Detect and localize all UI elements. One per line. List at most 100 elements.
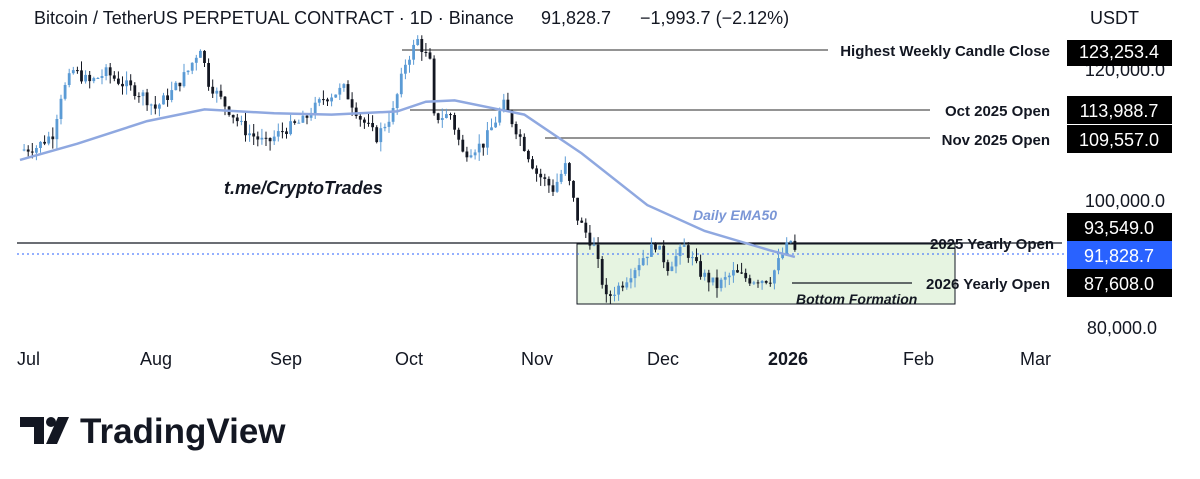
candle-body [732, 270, 735, 276]
candle-body [555, 181, 559, 192]
candle-body [371, 123, 374, 128]
time-label-nov: Nov [521, 349, 553, 369]
candle-body [510, 110, 514, 125]
candle-body [363, 119, 366, 123]
time-label-oct: Oct [395, 349, 423, 369]
candle-body [375, 127, 379, 143]
candle-body [522, 136, 526, 151]
candle-body [47, 136, 51, 144]
candle-body [596, 244, 600, 259]
candle-body [793, 240, 797, 250]
candle-body [785, 242, 789, 254]
candle-body [63, 85, 67, 99]
candle-body [256, 136, 260, 140]
candle-body [174, 82, 178, 91]
candle-body [55, 119, 59, 140]
candle-body [215, 90, 219, 94]
candle-body [563, 163, 567, 174]
candle-body [203, 50, 206, 63]
candle-body [207, 63, 210, 87]
candle-body [223, 96, 227, 107]
candle-body [436, 113, 440, 120]
candle-body [703, 272, 707, 277]
candle-body [125, 80, 128, 87]
candle-body [211, 86, 215, 94]
candle-body [322, 99, 325, 101]
badge-highest-weekly-value: 123,253.4 [1079, 42, 1159, 62]
candle-body [457, 129, 461, 140]
candle-body [121, 83, 124, 87]
candle-body [551, 185, 555, 192]
candle-body [691, 257, 694, 259]
candle-body [387, 121, 391, 127]
candle-body [30, 151, 34, 153]
price-tick-80000: 80,000.0 [1087, 318, 1157, 338]
candle-body [633, 270, 637, 279]
badge-2026-yearly-open [1067, 269, 1172, 297]
chart-title: Bitcoin / TetherUS PERPETUAL CONTRACT · … [34, 8, 514, 28]
candle-body [699, 261, 702, 277]
candle-body [715, 277, 719, 289]
badge-nov-open [1067, 125, 1172, 153]
candle-body [71, 70, 75, 74]
candle-body [539, 173, 543, 178]
candle-body [678, 246, 682, 257]
candle-body [777, 258, 780, 271]
candle-body [276, 131, 280, 137]
candle-body [461, 139, 465, 152]
candle-body [149, 104, 153, 106]
candle-body [395, 94, 399, 108]
candle-body [629, 278, 633, 283]
candle-body [764, 281, 768, 283]
time-label-sep: Sep [270, 349, 302, 369]
candle-body [404, 64, 407, 74]
candle-body [313, 102, 317, 116]
candle-body [391, 108, 395, 122]
level-label-2026-yearly-open: 2026 Yearly Open [926, 276, 1050, 293]
candle-body [43, 141, 46, 144]
candle-body [285, 131, 288, 134]
candle-body [22, 149, 26, 151]
candle-body [789, 240, 793, 243]
candle-body [686, 245, 690, 258]
candle-body [190, 62, 194, 71]
time-label-aug: Aug [140, 349, 172, 369]
candle-body [305, 115, 309, 118]
candle-body [559, 173, 563, 182]
chart-pane[interactable] [0, 0, 1065, 375]
level-label-highest-weekly: Highest Weekly Candle Close [840, 43, 1050, 60]
candle-body [600, 259, 604, 285]
candle-body [117, 78, 120, 84]
candle-body [543, 177, 547, 179]
candle-body [350, 99, 354, 108]
candle-body [449, 114, 452, 116]
candle-body [654, 244, 657, 250]
candle-body [51, 136, 55, 140]
candle-body [317, 99, 321, 103]
candle-body [383, 126, 387, 129]
candle-body [621, 285, 625, 288]
time-label-mar: Mar [1020, 349, 1051, 369]
candle-body [572, 180, 575, 198]
candle-body [440, 118, 444, 120]
candle-body [711, 277, 715, 283]
candle-body [428, 52, 432, 59]
candle-body [535, 168, 538, 174]
candle-body [342, 84, 346, 88]
candle-body [326, 99, 329, 102]
currency-label[interactable]: USDT [1090, 8, 1139, 28]
candle-body [100, 76, 104, 78]
candle-body [670, 266, 674, 271]
candle-body [506, 99, 510, 111]
candle-body [494, 122, 497, 128]
candle-body [35, 148, 38, 153]
candle-body [592, 244, 596, 246]
candle-body [781, 253, 784, 259]
candle-body [367, 122, 370, 124]
candle-body [502, 99, 506, 112]
time-label-feb: Feb [903, 349, 934, 369]
candle-body [637, 265, 641, 271]
badge-2025-yearly-open-value: 93,549.0 [1084, 218, 1154, 238]
